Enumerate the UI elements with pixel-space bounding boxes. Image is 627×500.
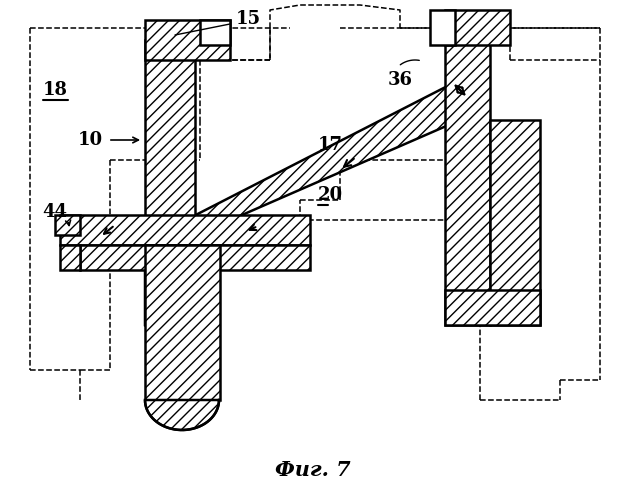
Polygon shape	[145, 245, 220, 400]
Polygon shape	[172, 84, 465, 242]
Text: 17: 17	[317, 136, 342, 154]
Polygon shape	[445, 40, 490, 325]
Polygon shape	[145, 230, 220, 325]
Text: 20: 20	[317, 186, 342, 204]
Polygon shape	[145, 40, 195, 325]
Polygon shape	[445, 10, 510, 45]
Polygon shape	[145, 20, 230, 60]
Text: 10: 10	[78, 131, 103, 149]
Polygon shape	[145, 400, 220, 430]
Polygon shape	[490, 120, 540, 325]
Text: 36: 36	[387, 71, 413, 89]
Polygon shape	[445, 290, 540, 325]
Polygon shape	[80, 245, 310, 270]
Polygon shape	[60, 245, 80, 270]
Text: 15: 15	[235, 10, 261, 28]
Polygon shape	[60, 215, 310, 245]
Text: 18: 18	[43, 81, 68, 99]
Polygon shape	[430, 10, 455, 45]
Polygon shape	[200, 20, 230, 45]
Text: 44: 44	[43, 203, 68, 221]
Polygon shape	[55, 215, 80, 235]
Text: Фиг. 7: Фиг. 7	[275, 460, 351, 480]
